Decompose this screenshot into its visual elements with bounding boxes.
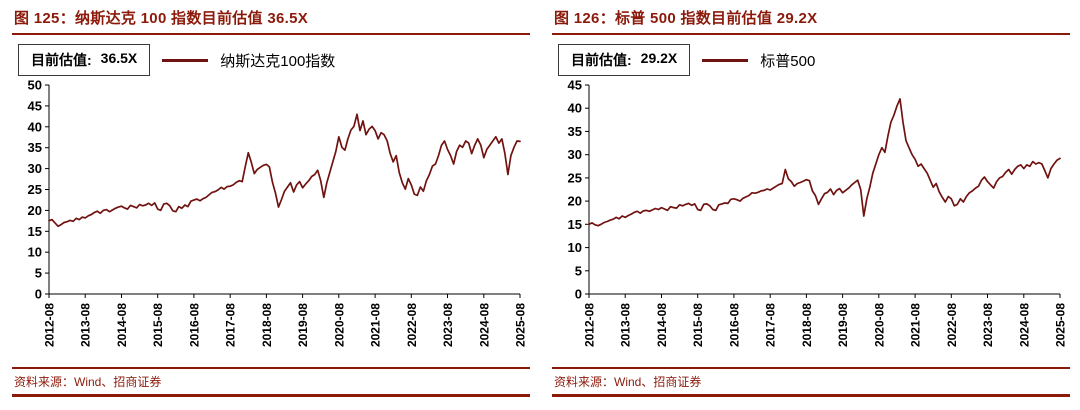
y-tick-label: 20 — [568, 194, 582, 209]
bottom-rule — [552, 394, 1070, 397]
y-tick-label: 35 — [568, 124, 582, 139]
y-tick-label: 50 — [28, 78, 42, 93]
y-tick-label: 30 — [28, 161, 42, 176]
x-tick-label: 2020-08 — [872, 303, 886, 347]
y-tick-label: 5 — [575, 263, 582, 278]
y-tick-label: 35 — [28, 140, 42, 155]
x-tick-label: 2019-08 — [296, 303, 310, 347]
valuation-label: 目前估值: — [571, 52, 632, 68]
legend-row: 目前估值: 29.2X 标普500 — [558, 44, 1070, 76]
sp500-pe-line-chart: 0 5 10 15 20 25 30 35 40 45 2012-08 2013-08 2014-08 2… — [552, 78, 1070, 366]
x-tick-label: 2018-08 — [800, 303, 814, 347]
x-tick-label: 2023-08 — [441, 303, 455, 347]
y-tick-label: 15 — [568, 217, 582, 232]
y-tick-label: 45 — [568, 78, 582, 93]
series-legend-label: 纳斯达克100指数 — [220, 52, 336, 70]
pe-chart-svg: 0 5 10 15 20 25 30 35 40 45 50 2012-08 2013-08 2014-0… — [28, 78, 528, 348]
series-line-sample-icon — [702, 58, 749, 62]
current-valuation-badge: 目前估值: 29.2X — [558, 44, 691, 76]
x-tick-label: 2024-08 — [1017, 303, 1031, 347]
data-source-note: 资料来源：Wind、招商证券 — [14, 375, 162, 389]
x-tick-label: 2017-08 — [224, 303, 238, 347]
y-tick-label: 25 — [28, 182, 42, 197]
pe-series-path — [48, 113, 521, 228]
y-tick-label: 25 — [568, 170, 582, 185]
y-tick-label: 20 — [28, 203, 42, 218]
x-tick-label: 2020-08 — [332, 303, 346, 347]
y-tick-label: 0 — [35, 287, 42, 302]
x-tick-label: 2022-08 — [405, 303, 419, 347]
y-tick-label: 30 — [568, 147, 582, 162]
pe-chart-svg: 0 5 10 15 20 25 30 35 40 45 2012-08 2013-08 2014-08 2… — [568, 78, 1068, 348]
valuation-value: 29.2X — [640, 50, 678, 66]
x-tick-label: 2021-08 — [369, 303, 383, 347]
nasdaq100-pe-line-chart: 0 5 10 15 20 25 30 35 40 45 50 2012-08 2013-08 2014-0… — [12, 78, 530, 366]
legend-row: 目前估值: 36.5X 纳斯达克100指数 — [18, 44, 530, 76]
figure-title: 图 126：标普 500 指数目前估值 29.2X — [552, 4, 1070, 35]
data-source-note: 资料来源：Wind、招商证券 — [554, 375, 702, 389]
figure-panel-126: 图 126：标普 500 指数目前估值 29.2X 目前估值: 29.2X 标普… — [540, 0, 1080, 410]
x-tick-label: 2015-08 — [691, 303, 705, 347]
pe-series-path — [588, 98, 1061, 227]
x-tick-label: 2012-08 — [43, 303, 57, 347]
valuation-label: 目前估值: — [31, 52, 92, 68]
x-tick-label: 2024-08 — [477, 303, 491, 347]
y-tick-label: 40 — [28, 119, 42, 134]
x-tick-label: 2021-08 — [909, 303, 923, 347]
valuation-value: 36.5X — [100, 50, 138, 66]
x-tick-label: 2019-08 — [836, 303, 850, 347]
figure-title: 图 125：纳斯达克 100 指数目前估值 36.5X — [12, 4, 530, 35]
y-tick-label: 40 — [568, 101, 582, 116]
y-tick-label: 45 — [28, 98, 42, 113]
y-tick-label: 0 — [575, 287, 582, 302]
y-tick-label: 10 — [568, 240, 582, 255]
x-tick-label: 2013-08 — [619, 303, 633, 347]
x-tick-label: 2017-08 — [764, 303, 778, 347]
x-tick-label: 2014-08 — [655, 303, 669, 347]
x-tick-label: 2012-08 — [583, 303, 597, 347]
y-tick-label: 10 — [28, 245, 42, 260]
series-legend-label: 标普500 — [760, 52, 816, 70]
x-tick-label: 2018-08 — [260, 303, 274, 347]
x-tick-label: 2025-08 — [514, 303, 528, 347]
x-tick-label: 2013-08 — [79, 303, 93, 347]
x-tick-label: 2015-08 — [151, 303, 165, 347]
y-tick-label: 15 — [28, 224, 42, 239]
series-line-sample-icon — [162, 58, 209, 62]
x-tick-label: 2023-08 — [981, 303, 995, 347]
x-tick-label: 2025-08 — [1054, 303, 1068, 347]
footer-rule — [12, 367, 530, 369]
footer-rule — [552, 367, 1070, 369]
x-tick-label: 2016-08 — [187, 303, 201, 347]
x-tick-label: 2016-08 — [727, 303, 741, 347]
bottom-rule — [12, 394, 530, 397]
y-tick-label: 5 — [35, 266, 42, 281]
figure-panel-125: 图 125：纳斯达克 100 指数目前估值 36.5X 目前估值: 36.5X … — [12, 4, 530, 397]
current-valuation-badge: 目前估值: 36.5X — [18, 44, 151, 76]
x-tick-label: 2022-08 — [945, 303, 959, 347]
x-tick-label: 2014-08 — [115, 303, 129, 347]
